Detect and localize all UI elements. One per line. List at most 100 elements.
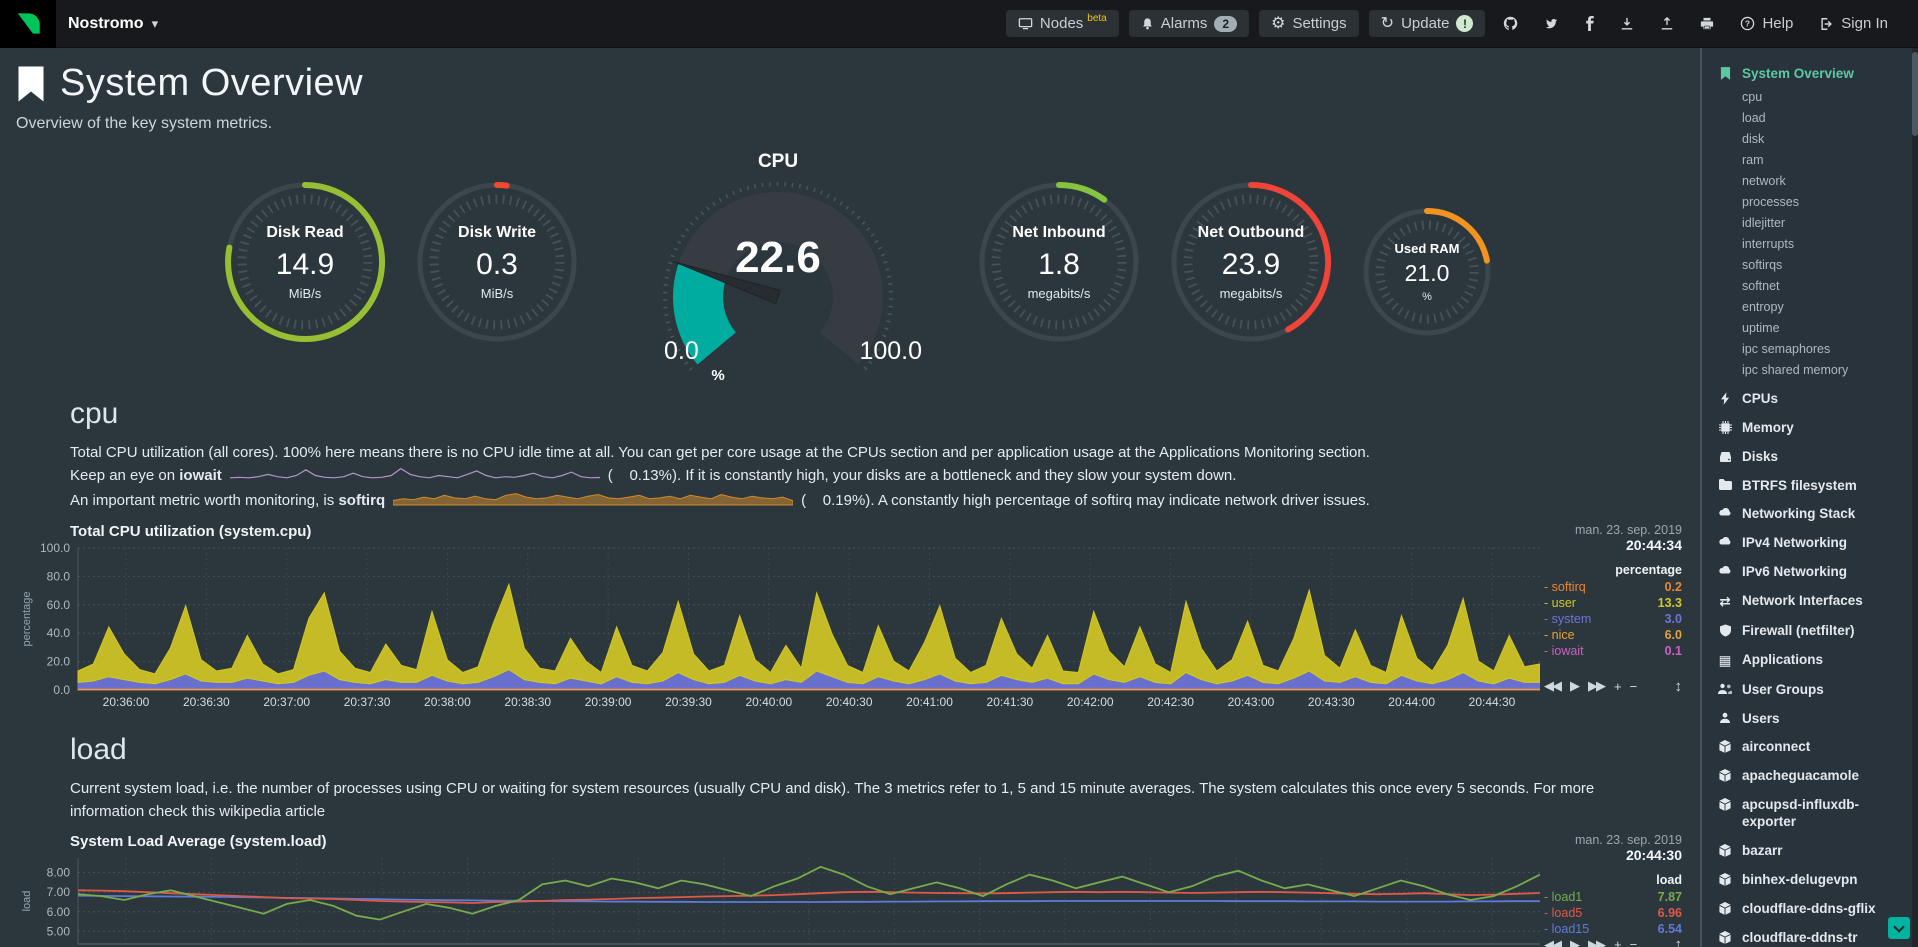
page-scrollbar[interactable]: [1912, 48, 1918, 947]
gauge-net-inbound[interactable]: Net Inbound 1.8 megabits/s: [976, 179, 1142, 345]
chart-title: System Load Average (system.load): [70, 833, 327, 851]
load-chart[interactable]: System Load Average (system.load) 20:36:…: [16, 833, 1694, 947]
sidebar-item-cloudflare-ddns-tr[interactable]: cloudflare-ddns-tr: [1714, 924, 1914, 947]
play-button[interactable]: ▶: [1570, 678, 1580, 694]
cpu-gauge[interactable]: CPU 22.6 0.0 100.0 %: [618, 151, 938, 384]
legend-item-nice[interactable]: nice 6.0: [1544, 628, 1682, 642]
softirq-sparkline[interactable]: [392, 489, 794, 513]
sidebar-item-apcupsd-influxdb-exporter[interactable]: apcupsd-influxdb-exporter: [1714, 791, 1914, 837]
sidebar-item-ipv6-networking[interactable]: IPv6 Networking: [1714, 558, 1914, 587]
gauge-disk-read[interactable]: Disk Read 14.9 MiB/s: [222, 179, 388, 345]
svg-text:20.0: 20.0: [47, 654, 71, 668]
topbar-item-export[interactable]: [1652, 12, 1682, 36]
wikipedia-link[interactable]: wikipedia article: [219, 803, 326, 820]
svg-text:20:43:30: 20:43:30: [1308, 695, 1355, 709]
sidebar-item-user-groups[interactable]: User Groups: [1714, 676, 1914, 705]
chart-title: Total CPU utilization (system.cpu): [70, 522, 312, 540]
cpu-chart[interactable]: Total CPU utilization (system.cpu) 20:36…: [16, 523, 1694, 717]
sidebar-scrollbar-thumb[interactable]: [1700, 102, 1702, 292]
sidebar-item-disks[interactable]: Disks: [1714, 443, 1914, 472]
gauge-used-ram[interactable]: Used RAM 21.0 %: [1360, 205, 1494, 339]
sidebar-item-label: Disks: [1742, 448, 1779, 464]
twitter-icon: [1544, 17, 1559, 30]
legend-item-load1[interactable]: load1 7.87: [1544, 890, 1682, 904]
topbar-item-import[interactable]: [1612, 12, 1642, 36]
gauge-net-outbound[interactable]: Net Outbound 23.9 megabits/s: [1168, 179, 1334, 345]
sidebar-item-network-interfaces[interactable]: ⇄ Network Interfaces: [1714, 587, 1914, 617]
sidebar-subitem-cpu[interactable]: cpu: [1742, 90, 1763, 105]
pan-forward-button[interactable]: ▶▶: [1588, 936, 1606, 947]
legend-item-softirq[interactable]: softirq 0.2: [1544, 580, 1682, 594]
sidebar-item-system-overview[interactable]: System Overview: [1714, 60, 1914, 89]
legend-item-iowait[interactable]: iowait 0.1: [1544, 644, 1682, 658]
topbar-label-nodes: Nodes: [1039, 15, 1084, 32]
topbar-item-github[interactable]: [1495, 11, 1526, 36]
sidebar-subitem-processes[interactable]: processes: [1742, 195, 1799, 210]
topbar-item-twitter[interactable]: [1536, 12, 1567, 35]
zoom-in-button[interactable]: +: [1614, 678, 1621, 694]
sidebar-item-cpus[interactable]: CPUs: [1714, 385, 1914, 414]
pan-forward-button[interactable]: ▶▶: [1588, 678, 1606, 694]
sidebar-subitem-ipc-shared-memory[interactable]: ipc shared memory: [1742, 363, 1849, 378]
resize-handle-icon[interactable]: ↕: [1674, 936, 1683, 947]
scroll-to-bottom-button[interactable]: [1888, 917, 1910, 939]
sidebar-item-apacheguacamole[interactable]: apacheguacamole: [1714, 762, 1914, 791]
sidebar-item-cloudflare-ddns-gflix[interactable]: cloudflare-ddns-gflix: [1714, 895, 1914, 924]
topbar-item-signin[interactable]: Sign In: [1811, 10, 1896, 37]
netdata-logo[interactable]: [0, 0, 56, 48]
legend-value: 0.1: [1664, 643, 1682, 658]
sidebar-item-btrfs-filesystem[interactable]: BTRFS filesystem: [1714, 472, 1914, 501]
sidebar-subitem-interrupts[interactable]: interrupts: [1742, 237, 1795, 252]
iowait-sparkline[interactable]: [229, 464, 600, 488]
zoom-in-button[interactable]: +: [1614, 937, 1621, 947]
sidebar-subitem-ipc-semaphores[interactable]: ipc semaphores: [1742, 342, 1831, 357]
legend-item-load5[interactable]: load5 6.96: [1544, 906, 1682, 920]
topbar-item-nodes[interactable]: Nodes beta: [1005, 10, 1119, 37]
sidebar-subitem-softnet[interactable]: softnet: [1742, 279, 1780, 294]
node-selector[interactable]: Nostromo ▾: [68, 15, 158, 33]
sidebar-item-binhex-delugevpn[interactable]: binhex-delugevpn: [1714, 866, 1914, 895]
cpu-gauge-min: 0.0: [664, 337, 699, 365]
sidebar-item-ipv4-networking[interactable]: IPv4 Networking: [1714, 529, 1914, 558]
zoom-out-button[interactable]: −: [1629, 937, 1637, 947]
topbar-item-settings[interactable]: ⚙ Settings: [1259, 10, 1359, 37]
cloud-icon: [1716, 565, 1734, 575]
zoom-out-button[interactable]: −: [1629, 678, 1637, 694]
svg-text:load: load: [21, 891, 33, 912]
sidebar-subitem-network[interactable]: network: [1742, 174, 1786, 189]
sidebar-item-networking-stack[interactable]: Networking Stack: [1714, 500, 1914, 529]
svg-text:60.0: 60.0: [47, 598, 71, 612]
topbar-item-facebook[interactable]: [1577, 11, 1602, 36]
play-button[interactable]: ▶: [1570, 936, 1580, 947]
pan-backward-button[interactable]: ◀◀: [1544, 678, 1562, 694]
svg-text:20:39:00: 20:39:00: [585, 695, 632, 709]
legend-item-load15[interactable]: load15 6.54: [1544, 922, 1682, 936]
legend-item-system[interactable]: system 3.0: [1544, 612, 1682, 626]
sidebar-subitem-disk[interactable]: disk: [1742, 132, 1765, 147]
sidebar-item-users[interactable]: Users: [1714, 705, 1914, 734]
load-chart-plot[interactable]: 20:36:0020:36:3020:37:0020:37:3020:38:00…: [16, 852, 1541, 947]
sidebar-subitem-idlejitter[interactable]: idlejitter: [1742, 216, 1786, 231]
topbar-item-update[interactable]: ↻ Update!: [1368, 10, 1486, 37]
cpu-chart-plot[interactable]: 20:36:00 20:36:30 20:37:00 20:37:30 20:38:00…: [16, 541, 1541, 712]
sidebar-item-applications[interactable]: ▦ Applications: [1714, 646, 1914, 676]
sidebar-item-memory[interactable]: Memory: [1714, 414, 1914, 443]
sidebar-subitem-ram[interactable]: ram: [1742, 153, 1764, 168]
legend-item-user[interactable]: user 13.3: [1544, 596, 1682, 610]
netdata-logo-icon: [17, 13, 40, 34]
gauge-disk-write[interactable]: Disk Write 0.3 MiB/s: [414, 179, 580, 345]
topbar-item-alarms[interactable]: Alarms 2: [1128, 10, 1250, 37]
sidebar-subitem-load[interactable]: load: [1742, 111, 1766, 126]
sidebar-subitem-uptime[interactable]: uptime: [1742, 321, 1780, 336]
sidebar-item-firewall-netfilter[interactable]: Firewall (netfilter): [1714, 617, 1914, 646]
sidebar-subitem-entropy[interactable]: entropy: [1742, 300, 1784, 315]
svg-text:20:42:00: 20:42:00: [1067, 695, 1114, 709]
resize-handle-icon[interactable]: ↕: [1674, 677, 1683, 695]
sidebar-item-airconnect[interactable]: airconnect: [1714, 733, 1914, 762]
legend-value: 6.54: [1657, 922, 1682, 937]
sidebar-subitem-softirqs[interactable]: softirqs: [1742, 258, 1783, 273]
sidebar-item-bazarr[interactable]: bazarr: [1714, 837, 1914, 866]
topbar-item-print[interactable]: [1692, 12, 1722, 36]
pan-backward-button[interactable]: ◀◀: [1544, 936, 1562, 947]
topbar-item-help[interactable]: ? Help: [1732, 10, 1801, 37]
